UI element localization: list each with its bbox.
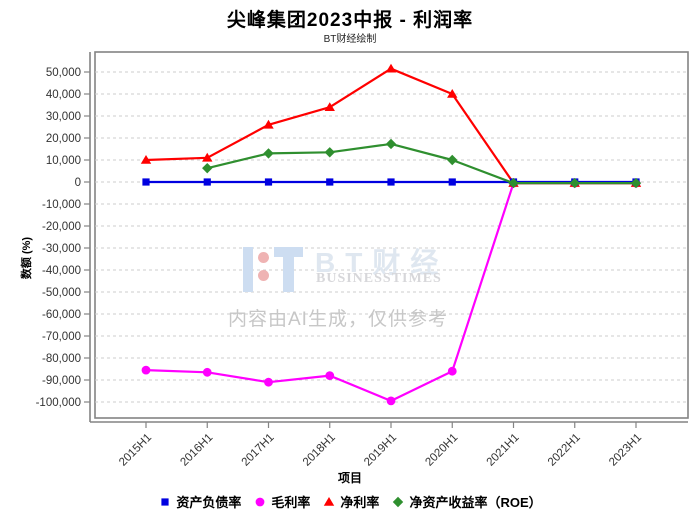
- marker-triangle-icon: [263, 119, 274, 129]
- marker-circle-icon: [202, 367, 212, 377]
- marker-triangle-icon: [447, 89, 458, 98]
- y-tick-label: -10,000: [42, 199, 81, 211]
- marker-square-icon: [264, 178, 273, 186]
- marker-diamond-icon: [447, 154, 458, 166]
- marker-diamond-icon: [324, 147, 335, 158]
- y-tick-label: -20,000: [42, 221, 81, 233]
- y-tick-label: -80,000: [42, 353, 81, 365]
- y-axis-label: 数额 (%): [21, 236, 33, 280]
- marker-square-icon: [203, 178, 211, 186]
- chart-subtitle: BT财经绘制: [323, 34, 377, 45]
- marker-diamond-icon: [508, 177, 519, 189]
- legend: 资产负债率 毛利率 净利率 净资产收益率（ROE）: [0, 492, 700, 511]
- y-tick-label: 40,000: [46, 89, 81, 101]
- legend-item-label: 净利率: [340, 495, 380, 510]
- x-axis-label: 项目: [337, 471, 362, 485]
- marker-circle-icon: [447, 366, 457, 376]
- legend-item-label: 净资产收益率（ROE）: [409, 495, 542, 510]
- plot-frame: [94, 51, 689, 419]
- marker-square-icon: [326, 178, 334, 186]
- y-tick-label: 10,000: [46, 155, 81, 167]
- marker-diamond-icon: [393, 496, 404, 507]
- marker-diamond-icon: [630, 177, 642, 189]
- y-tick-label: -50,000: [42, 287, 81, 299]
- legend-marker-circle-icon: [256, 497, 265, 506]
- marker-circle-icon: [264, 377, 273, 387]
- y-tick-label: -70,000: [42, 331, 81, 343]
- legend-item-label: 毛利率: [271, 495, 311, 510]
- legend-marker-square-icon: [161, 497, 169, 506]
- y-tick-label: 20,000: [46, 133, 81, 145]
- y-tick-label: 30,000: [46, 111, 81, 123]
- y-tick-label: 0: [75, 177, 81, 189]
- series-line-roe: [206, 142, 636, 185]
- y-tick-label: -40,000: [42, 265, 81, 277]
- y-tick-label: -90,000: [42, 375, 81, 387]
- marker-square-icon: [161, 497, 169, 506]
- marker-diamond-icon: [569, 177, 580, 189]
- y-tick-label: -60,000: [42, 309, 81, 321]
- series-line-gross-margin: [145, 182, 636, 402]
- legend-item-gross-margin: 毛利率: [253, 492, 310, 511]
- marker-diamond-icon: [385, 138, 397, 150]
- marker-square-icon: [448, 178, 456, 186]
- legend-marker-triangle-icon: [324, 496, 335, 506]
- legend-item-roe: 净资产收益率（ROE）: [391, 492, 542, 511]
- chart-title: 尖峰集团2023中报 - 利润率: [226, 10, 474, 31]
- marker-circle-icon: [141, 365, 151, 375]
- marker-triangle-icon: [324, 496, 335, 506]
- marker-triangle-icon: [202, 152, 213, 162]
- marker-triangle-icon: [140, 155, 152, 164]
- marker-square-icon: [387, 178, 395, 186]
- marker-triangle-icon: [385, 63, 397, 73]
- marker-diamond-icon: [202, 162, 213, 174]
- marker-circle-icon: [325, 371, 335, 380]
- legend-marker-diamond-icon: [393, 496, 404, 507]
- marker-diamond-icon: [263, 148, 274, 159]
- y-tick-label: -100,000: [36, 397, 81, 409]
- marker-square-icon: [142, 178, 150, 186]
- y-tick-label: 50,000: [46, 67, 81, 79]
- marker-circle-icon: [256, 497, 265, 506]
- legend-item-debt-asset-ratio: 资产负债率: [158, 492, 241, 511]
- marker-circle-icon: [386, 396, 396, 406]
- legend-item-label: 资产负债率: [176, 495, 242, 510]
- marker-triangle-icon: [324, 102, 335, 111]
- y-tick-label: -30,000: [42, 243, 81, 255]
- legend-item-net-margin: 净利率: [322, 492, 379, 511]
